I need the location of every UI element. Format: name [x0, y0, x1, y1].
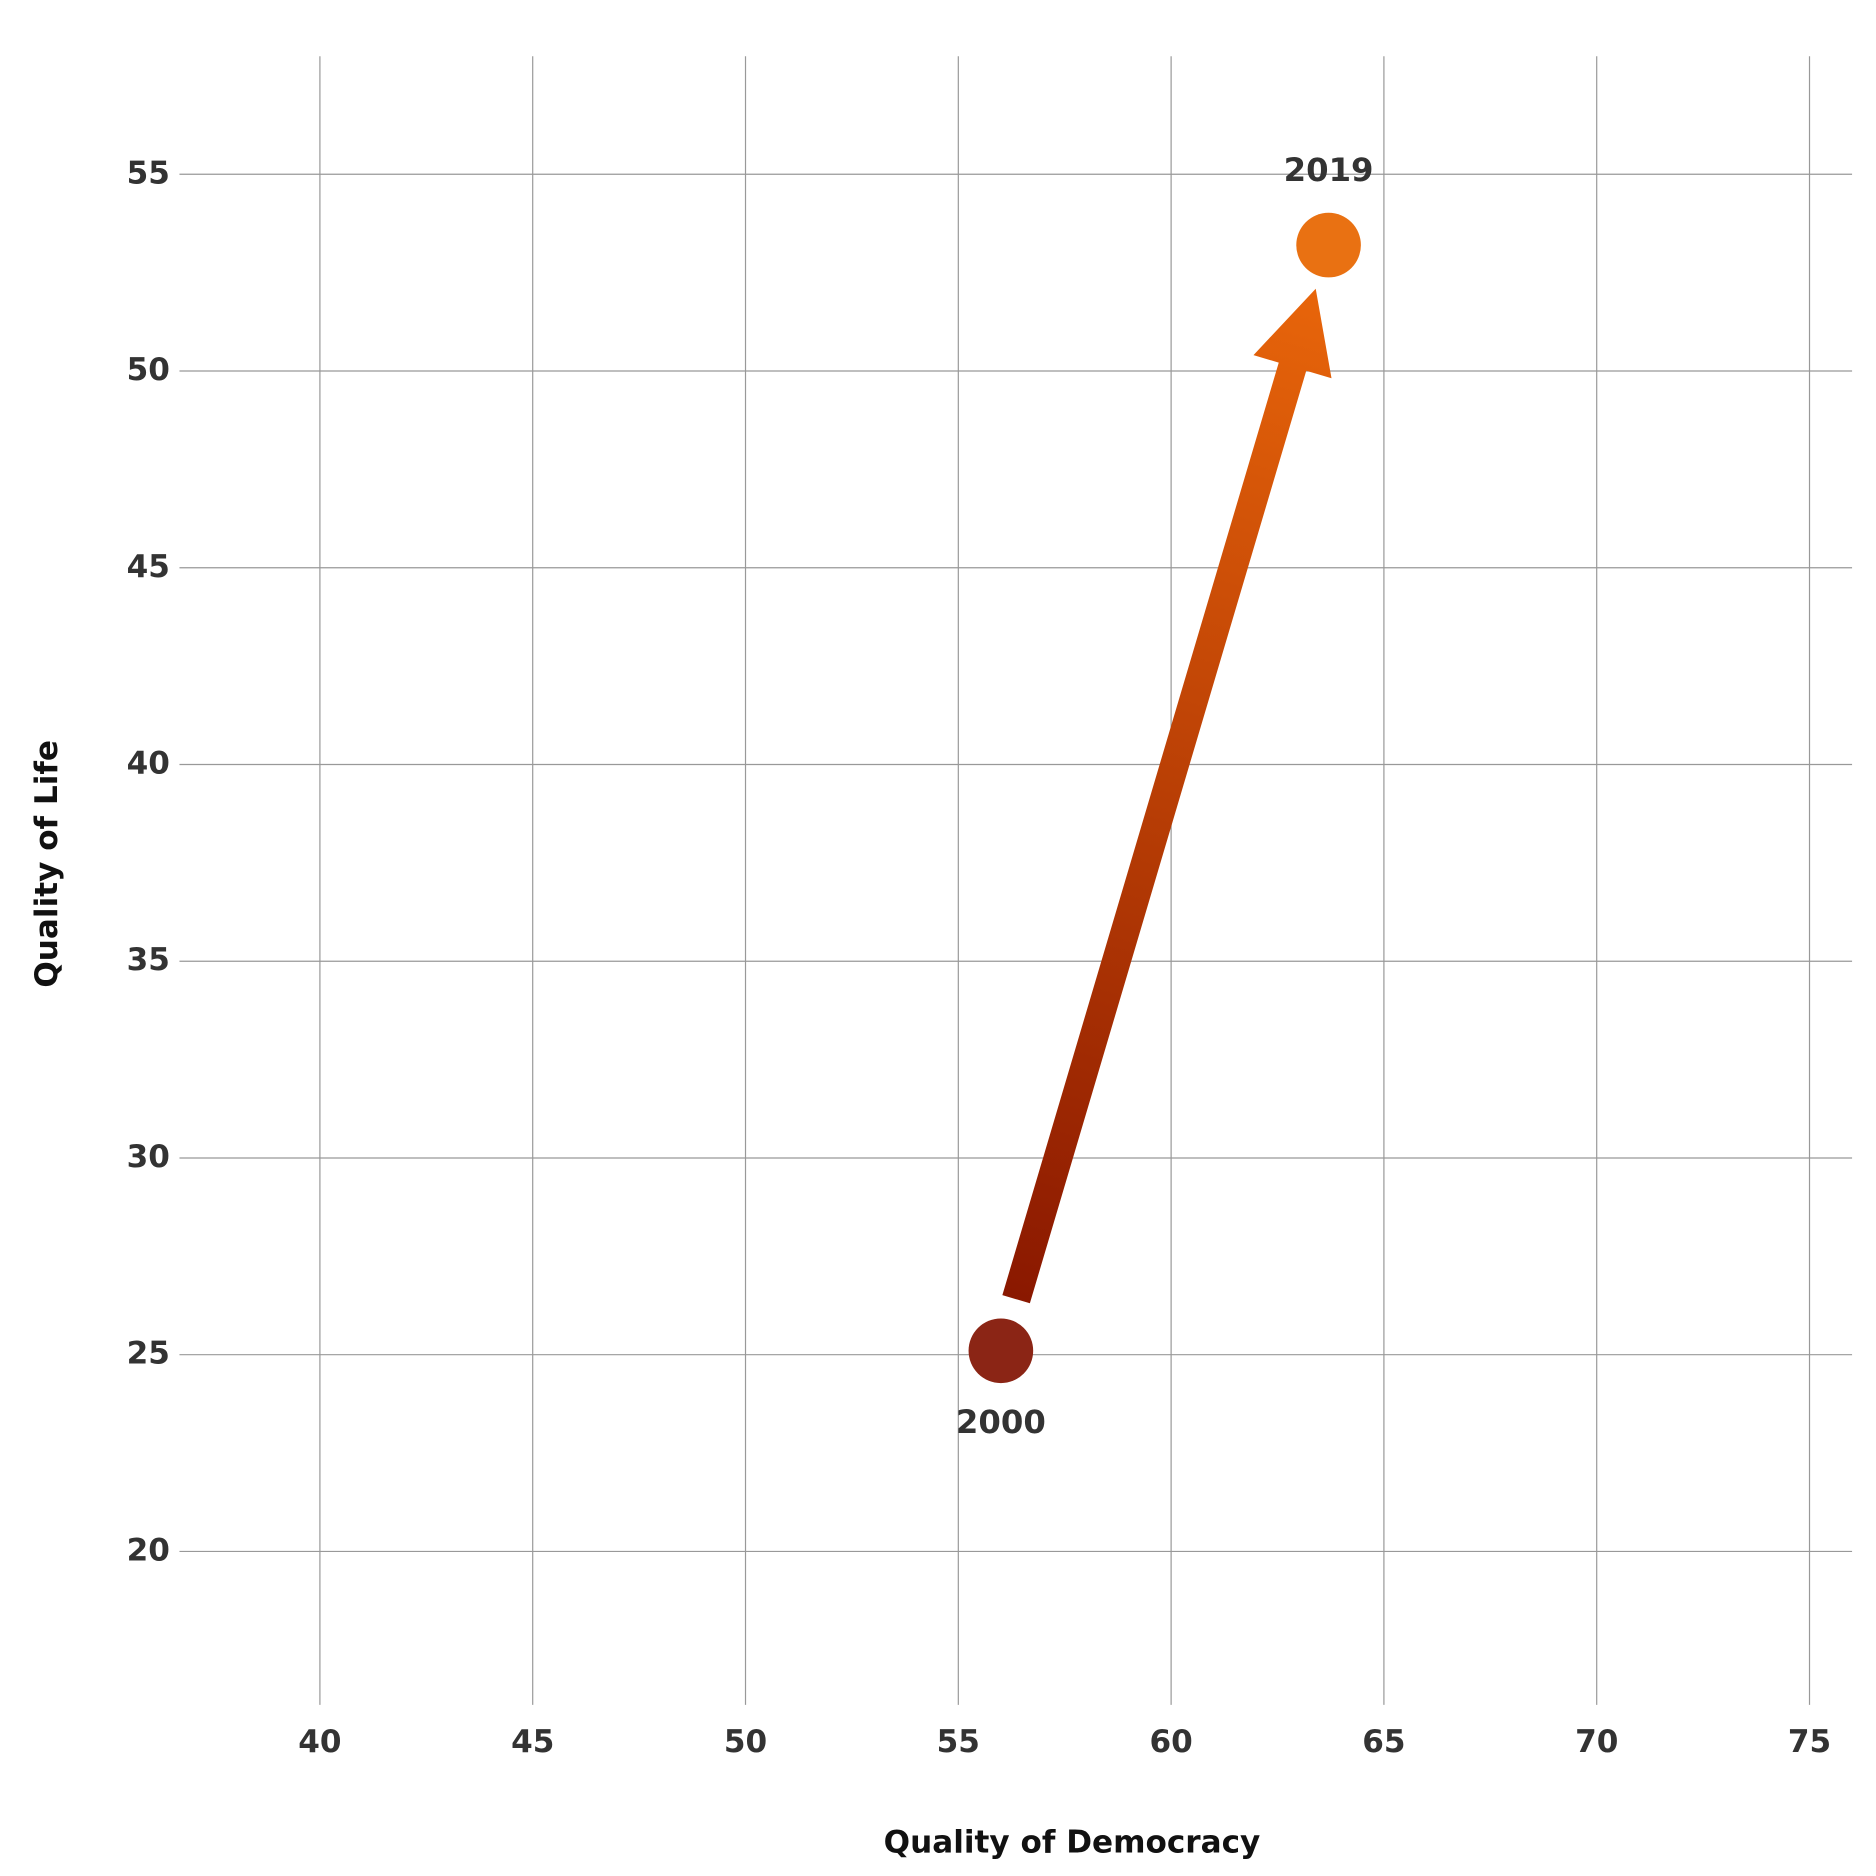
data-point: [1296, 212, 1361, 278]
x-tick-label: 40: [298, 1724, 341, 1760]
x-tick-label: 75: [1788, 1724, 1831, 1760]
x-tick-label: 70: [1575, 1724, 1618, 1760]
x-tick-label: 65: [1362, 1724, 1405, 1760]
point-label: 2000: [956, 1403, 1046, 1441]
x-tick-label: 50: [724, 1724, 767, 1760]
y-tick-label: 25: [127, 1336, 170, 1372]
y-tick-label: 35: [127, 942, 170, 978]
x-tick-label: 60: [1149, 1724, 1192, 1760]
x-axis-title: Quality of Democracy: [884, 1825, 1261, 1861]
x-tick-label: 45: [511, 1724, 554, 1760]
y-tick-label: 45: [127, 549, 170, 585]
y-tick-label: 55: [127, 155, 170, 191]
x-tick-label: 55: [937, 1724, 980, 1760]
y-axis-title: Quality of Life: [29, 740, 65, 988]
trend-arrow: [1002, 288, 1332, 1304]
y-tick-label: 50: [127, 352, 170, 388]
data-point: [968, 1318, 1034, 1384]
point-label: 2019: [1284, 151, 1374, 189]
y-tick-label: 20: [127, 1532, 170, 1568]
y-tick-label: 30: [127, 1139, 170, 1175]
y-tick-label: 40: [127, 745, 170, 781]
